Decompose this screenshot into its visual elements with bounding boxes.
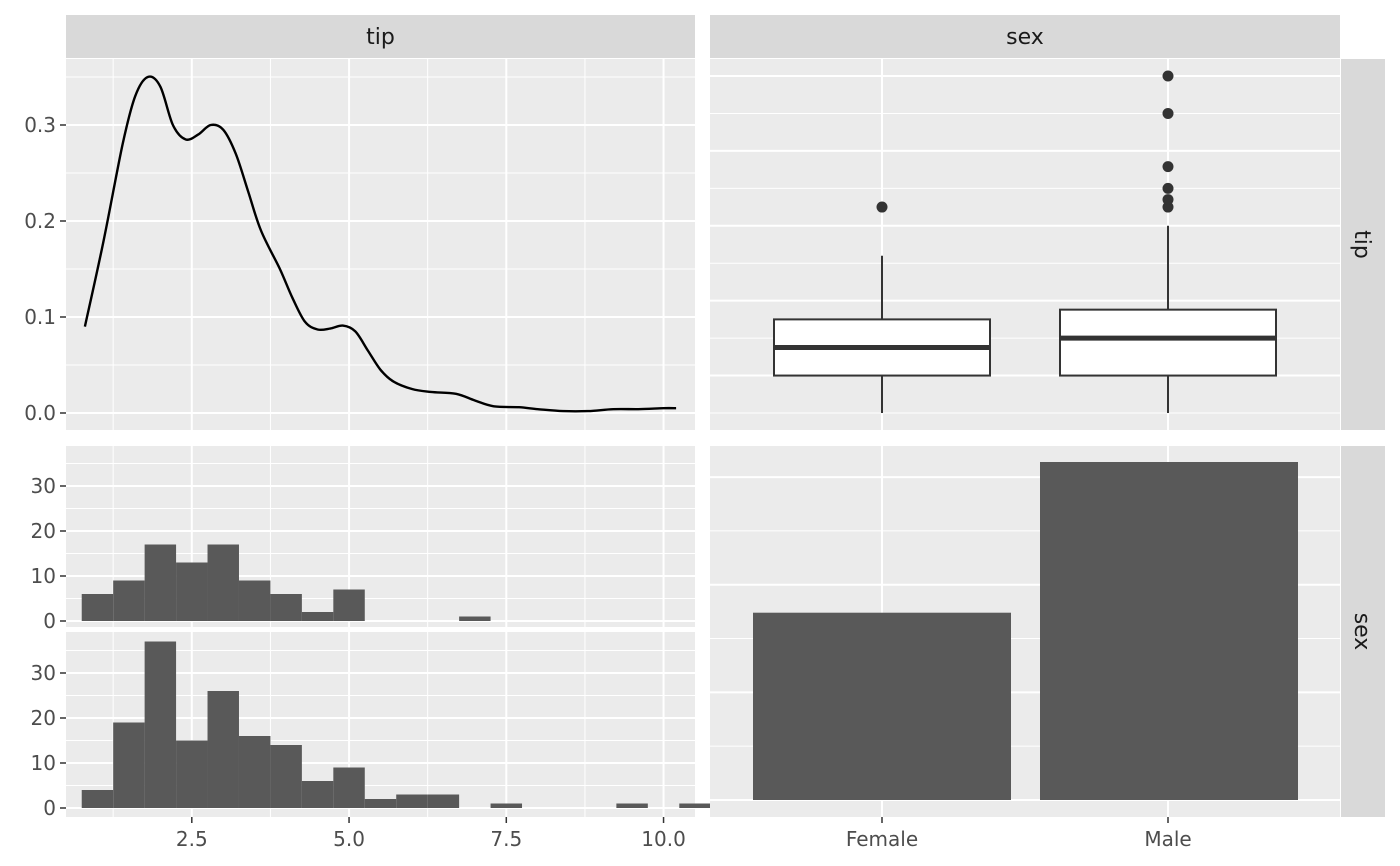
strip-right-tip-label: tip — [1349, 230, 1374, 259]
histogram-bar — [459, 616, 491, 621]
histogram-bar — [81, 594, 114, 621]
histogram-bar — [333, 767, 365, 808]
strip-right-tip: tip — [1341, 59, 1385, 430]
histogram-bar — [616, 803, 648, 808]
density-panel-background — [66, 59, 695, 430]
histogram-bar — [490, 803, 523, 808]
panel-tip-sex-boxplot — [710, 59, 1340, 430]
bar-x-tick-label: Male — [1144, 827, 1191, 851]
histogram-bar — [113, 580, 145, 621]
strip-top-tip: tip — [66, 15, 695, 58]
strip-right-sex: sex — [1341, 446, 1385, 817]
histogram-bar — [144, 544, 177, 621]
histogram-x-tick-label: 10.0 — [641, 827, 686, 851]
histogram-y-tick-label: 20 — [31, 706, 56, 730]
histogram-bar — [238, 736, 271, 808]
histogram-x-tick-label: 2.5 — [176, 827, 208, 851]
bar-x-tick-label: Female — [846, 827, 918, 851]
boxplot-outlier-point — [876, 201, 888, 213]
panel-sex-sex-bar: Female Male — [710, 446, 1340, 851]
density-y-tick-label: 0.0 — [24, 401, 56, 425]
histogram-bar — [176, 740, 208, 808]
density-y-tick-label: 0.1 — [24, 305, 56, 329]
histogram-bar — [364, 799, 397, 808]
density-curve — [83, 75, 677, 413]
boxplot-outlier-point — [1162, 161, 1174, 173]
strip-right-sex-label: sex — [1349, 613, 1374, 651]
histogram-bar — [270, 594, 302, 621]
strip-top-sex-label: sex — [1006, 25, 1044, 50]
histogram-y-tick-label: 0 — [43, 609, 56, 633]
boxplot-outlier-point — [1162, 194, 1174, 206]
strip-top-tip-label: tip — [366, 25, 395, 50]
histogram-y-tick-label: 20 — [31, 519, 56, 543]
boxplot-outlier-point — [1162, 107, 1174, 119]
histogram-y-tick-label: 30 — [31, 474, 56, 498]
histogram-bar — [396, 794, 428, 808]
density-y-tick-label: 0.3 — [24, 113, 56, 137]
histogram-y-tick-label: 10 — [31, 564, 56, 588]
histogram-bar — [301, 781, 334, 808]
histogram-bar — [207, 544, 239, 621]
boxplot-box — [1059, 308, 1277, 377]
histogram-bar — [176, 562, 208, 621]
panel-tip-density: 0.0 0.1 0.2 0.3 — [24, 59, 695, 430]
histogram-y-tick-label: 10 — [31, 751, 56, 775]
bar-male — [1040, 462, 1298, 800]
histogram-bar — [301, 612, 334, 621]
histogram-bar — [113, 722, 145, 808]
histogram-bar — [144, 641, 177, 808]
histogram-y-tick-label: 0 — [43, 796, 56, 820]
histogram-y-tick-label: 30 — [31, 661, 56, 685]
bar-female — [753, 612, 1011, 800]
histogram-bar — [238, 580, 271, 621]
boxplot-outlier-point — [1162, 70, 1174, 82]
histogram-x-tick-label: 7.5 — [490, 827, 522, 851]
histogram-bar — [207, 691, 239, 808]
boxplot-outlier-point — [1162, 182, 1174, 194]
strip-top-sex: sex — [710, 15, 1340, 58]
histogram-bar — [427, 794, 460, 808]
density-y-tick-label: 0.2 — [24, 209, 56, 233]
panel-sex-tip-histogram: 0 10 20 30 0 10 20 30 2.5 5.0 7.5 10.0 — [31, 446, 711, 851]
histogram-bar — [679, 803, 711, 808]
histogram-bar — [270, 745, 302, 808]
histogram-x-tick-label: 5.0 — [333, 827, 365, 851]
histogram-bar — [81, 790, 114, 808]
histogram-bar — [333, 589, 365, 621]
